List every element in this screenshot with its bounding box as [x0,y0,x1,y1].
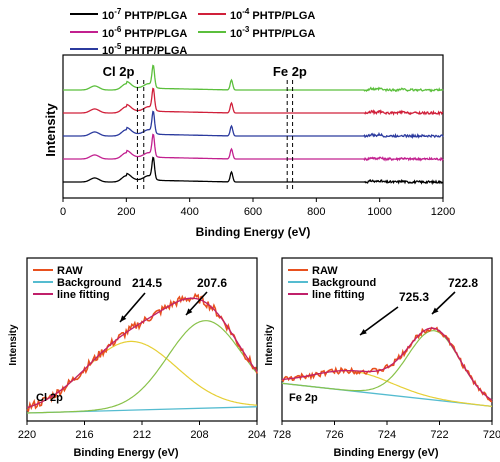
survey-xtick-label-3: 600 [244,206,262,218]
survey-x-axis-label: Binding Energy (eV) [196,225,311,239]
fe2p-peak-label-1: 722.8 [448,276,478,290]
fe2p-raw-line [281,326,493,403]
cl2p-y-axis-label: Intensity [8,324,19,366]
fe2p-x-axis: 728 726 724 722 720 [273,421,500,441]
fe2p-peak-labels: 725.3 722.8 [359,276,478,336]
fe2p-xtick-label-1: 726 [325,429,343,441]
survey-xtick-label-0: 0 [60,206,66,218]
fe2p-xtick-label-0: 728 [273,429,291,441]
survey-series-4 [63,64,444,93]
survey-xtick-label-2: 400 [180,206,198,218]
survey-xtick-label-5: 1000 [367,206,391,218]
cl2p-legend-label-0: RAW [57,265,83,277]
survey-annotations: Cl 2p Fe 2p [103,64,307,192]
cl2p-xtick-label-1: 216 [75,429,93,441]
survey-series-2 [63,110,444,140]
survey-xtick-label-4: 800 [307,206,325,218]
fe2p-legend-label-1: Background [312,277,376,289]
fe2p-x-axis-label: Binding Energy (eV) [333,447,438,459]
fe2p-xtick-label-3: 722 [430,429,448,441]
fe2p-legend-label-0: RAW [312,265,338,277]
cl2p-xtick-label-2: 212 [133,429,151,441]
cl2p-panel-label: Cl 2p [36,392,63,404]
cl2p-component-1 [27,320,258,414]
fe2p-arrowhead-1 [432,307,439,314]
fe2p-legend-label-2: line fitting [312,289,365,301]
fe2p-fit-line [281,327,493,401]
fe2p-panel-label: Fe 2p [289,392,318,404]
cl2p-raw-line [26,292,258,413]
cl2p-peak-label-1: 207.6 [197,276,227,290]
cl2p-peak-label-0: 214.5 [132,276,162,290]
cl2p-x-axis: 220 216 212 208 204 [18,421,266,441]
cl2p-series-group [26,292,258,414]
legend-label-4: 10-3 PHTP/PLGA [230,25,315,40]
survey-x-axis: 0 200 400 600 800 1000 1200 [60,198,455,218]
annot-label-1: Fe 2p [273,64,307,79]
cl2p-legend-label-2: line fitting [57,289,110,301]
survey-spectrum-chart: 10-7 PHTP/PLGA 10-6 PHTP/PLGA 10-5 PHTP/PL… [43,7,455,239]
survey-xtick-label-1: 200 [117,206,135,218]
annot-label-0: Cl 2p [103,64,135,79]
fe2p-y-axis-label: Intensity [264,324,275,366]
fe2p-series-group [281,326,493,408]
survey-series-0 [63,156,444,186]
cl2p-xtick-label-0: 220 [18,429,36,441]
cl2p-peak-labels: 214.5 207.6 [119,276,227,323]
survey-series-group [63,64,444,186]
cl2p-xtick-label-4: 204 [248,429,266,441]
survey-xtick-label-6: 1200 [431,206,455,218]
cl2p-x-axis-label: Binding Energy (eV) [73,447,178,459]
legend-label-0: 10-7 PHTP/PLGA [102,7,187,22]
fe2p-arrowhead-0 [360,328,367,335]
legend-label-3: 10-4 PHTP/PLGA [230,7,315,22]
fe2p-peak-label-0: 725.3 [399,290,429,304]
survey-series-1 [63,133,444,162]
survey-legend: 10-7 PHTP/PLGA 10-6 PHTP/PLGA 10-5 PHTP/PL… [70,7,315,57]
cl2p-xtick-label-3: 208 [190,429,208,441]
cl2p-legend-label-1: Background [57,277,121,289]
legend-label-2: 10-5 PHTP/PLGA [102,42,187,57]
fe2p-arrow-0 [359,306,399,336]
cl2p-fit-line [26,297,258,409]
legend-label-1: 10-6 PHTP/PLGA [102,25,187,40]
survey-series-3 [63,87,444,117]
fe2p-xtick-label-2: 724 [378,429,396,441]
cl2p-arrowhead-1 [186,308,193,315]
survey-y-axis-label: Intensity [43,103,58,157]
cl2p-arrowhead-0 [120,315,127,322]
fe2p-xtick-label-4: 720 [483,429,500,441]
